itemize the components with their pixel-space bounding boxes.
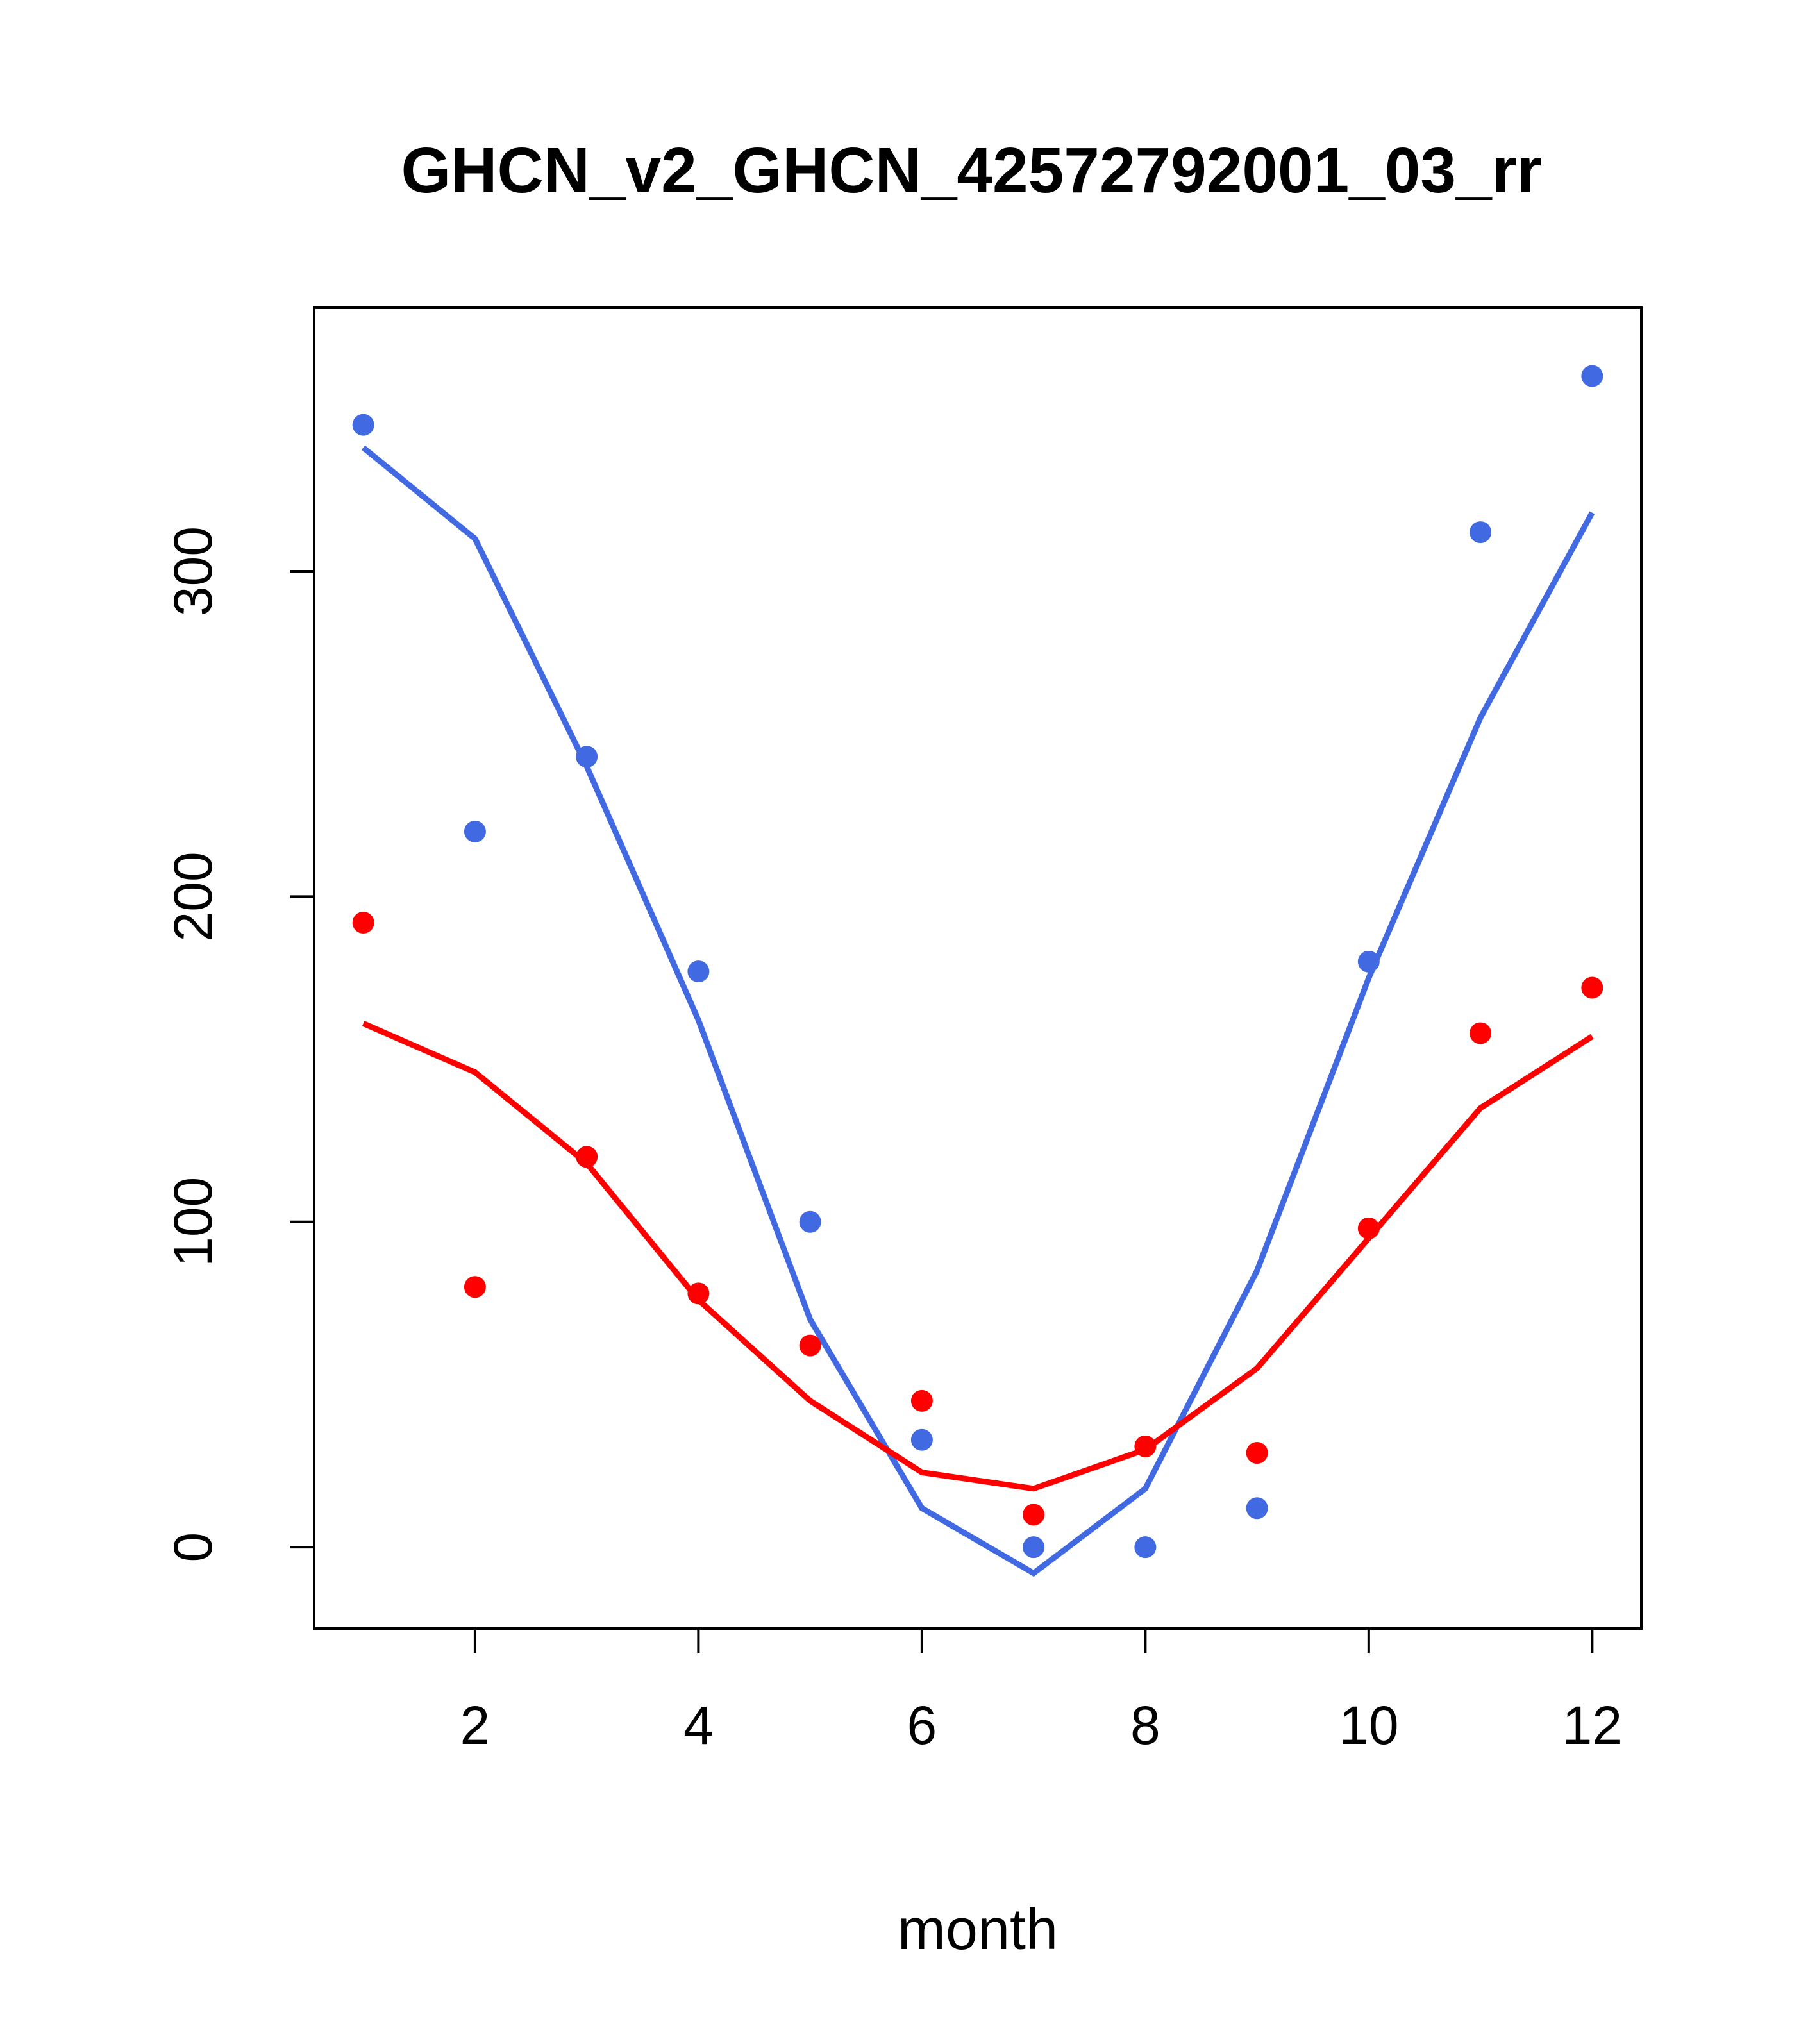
x-tick-label: 4 bbox=[683, 1695, 714, 1755]
blue-point bbox=[464, 820, 486, 842]
red-line-fit bbox=[362, 1021, 1594, 1492]
chart-content: 2 4 6 8 10 12 0 100 200 300 bbox=[163, 306, 1643, 1755]
x-tick-label: 12 bbox=[1562, 1695, 1622, 1755]
red-point bbox=[799, 1334, 821, 1357]
blue-point bbox=[1134, 1536, 1157, 1559]
y-tick-label: 0 bbox=[163, 1532, 223, 1562]
red-point bbox=[1470, 1022, 1492, 1044]
blue-point bbox=[352, 414, 374, 436]
chart-title: GHCN_v2_GHCN_42572792001_03_rr bbox=[401, 135, 1541, 206]
red-point bbox=[352, 911, 374, 934]
blue-point bbox=[1246, 1497, 1268, 1520]
x-tick-label: 6 bbox=[907, 1695, 937, 1755]
y-tick-label: 100 bbox=[163, 1177, 223, 1267]
red-point bbox=[687, 1282, 710, 1305]
red-point bbox=[576, 1146, 598, 1168]
blue-point bbox=[799, 1210, 821, 1233]
y-tick-label: 300 bbox=[163, 526, 223, 616]
red-point bbox=[1246, 1442, 1268, 1464]
blue-point bbox=[1470, 521, 1492, 544]
red-point bbox=[1357, 1217, 1380, 1239]
blue-point bbox=[576, 746, 598, 768]
x-tick-label: 2 bbox=[460, 1695, 490, 1755]
blue-point bbox=[910, 1428, 933, 1451]
red-point bbox=[1023, 1504, 1045, 1526]
blue-line-fit bbox=[361, 445, 1595, 1577]
red-point bbox=[464, 1276, 486, 1298]
blue-point bbox=[1357, 950, 1380, 973]
x-tick-label: 8 bbox=[1130, 1695, 1160, 1755]
x-axis-label: month bbox=[898, 1898, 1058, 1962]
blue-point bbox=[1023, 1536, 1045, 1559]
red-point bbox=[1134, 1435, 1157, 1457]
blue-point bbox=[1581, 365, 1603, 387]
y-tick-label: 200 bbox=[163, 851, 223, 941]
blue-point bbox=[687, 960, 710, 983]
x-tick-label: 10 bbox=[1339, 1695, 1398, 1755]
plot-box bbox=[313, 306, 1643, 1630]
red-point bbox=[910, 1389, 933, 1412]
red-point bbox=[1581, 976, 1603, 999]
